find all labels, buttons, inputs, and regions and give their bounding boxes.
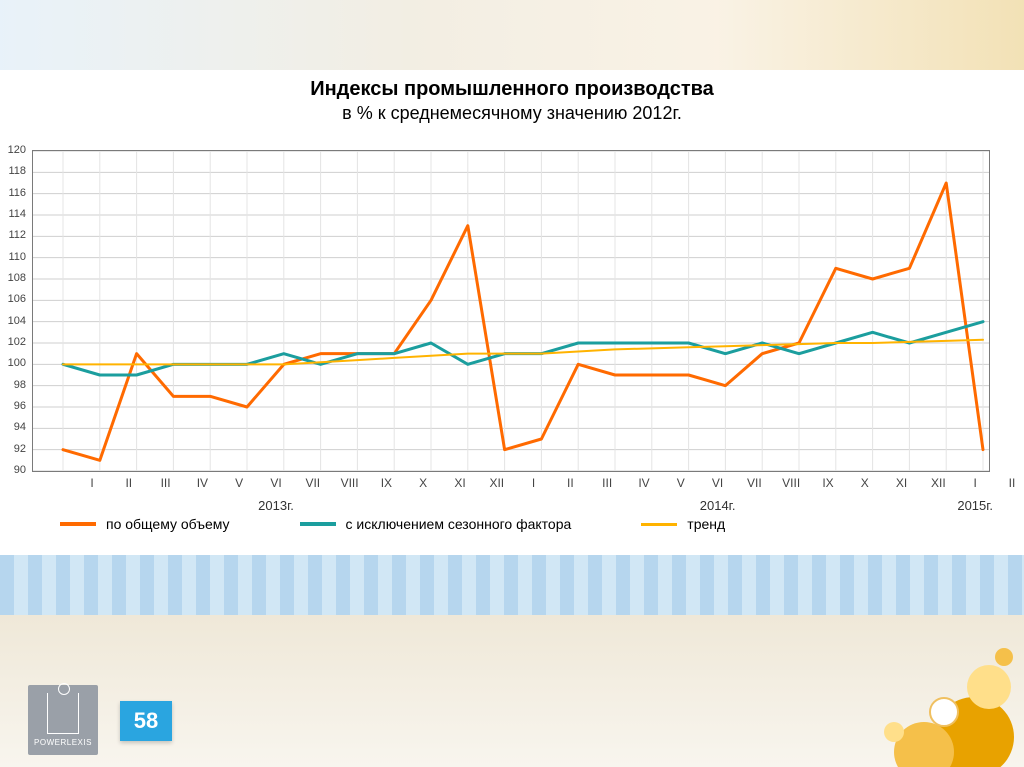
legend-swatch	[60, 522, 96, 526]
x-tick-label: XI	[450, 476, 470, 490]
x-year-label: 2014г.	[688, 498, 748, 513]
y-tick-label: 92	[14, 443, 26, 455]
y-tick-label: 102	[8, 336, 26, 348]
chart-title-sub: в % к среднемесячному значению 2012г.	[0, 103, 1024, 124]
x-tick-label: VII	[303, 476, 323, 490]
x-tick-label: I	[965, 476, 985, 490]
x-tick-label: V	[671, 476, 691, 490]
legend-swatch	[641, 523, 677, 526]
x-tick-label: II	[119, 476, 139, 490]
x-tick-label: VI	[708, 476, 728, 490]
y-tick-label: 112	[8, 229, 26, 241]
x-tick-label: I	[82, 476, 102, 490]
x-tick-label: VI	[266, 476, 286, 490]
x-tick-label: VIII	[781, 476, 801, 490]
slide-number: 58	[120, 701, 172, 741]
chart-legend: по общему объему с исключением сезонного …	[60, 516, 980, 532]
x-tick-label: II	[1002, 476, 1022, 490]
x-tick-label: IX	[376, 476, 396, 490]
y-tick-label: 116	[8, 187, 26, 199]
legend-swatch	[300, 522, 336, 526]
x-tick-label: III	[156, 476, 176, 490]
legend-label: по общему объему	[106, 516, 230, 532]
brand-logo: POWERLEXIS	[28, 685, 98, 755]
y-tick-label: 108	[8, 272, 26, 284]
y-tick-label: 100	[8, 357, 26, 369]
x-tick-label: I	[524, 476, 544, 490]
x-tick-label: XII	[487, 476, 507, 490]
y-tick-label: 110	[8, 251, 26, 263]
y-tick-label: 104	[8, 315, 26, 327]
brand-logo-icon	[47, 693, 79, 734]
x-tick-label: XI	[892, 476, 912, 490]
x-tick-label: IV	[192, 476, 212, 490]
x-tick-label: VIII	[340, 476, 360, 490]
brand-logo-text: POWERLEXIS	[34, 738, 92, 747]
chart-title-block: Индексы промышленного производства в % к…	[0, 78, 1024, 124]
x-tick-label: V	[229, 476, 249, 490]
y-axis-labels: 1201181161141121101081061041021009896949…	[0, 150, 30, 470]
y-tick-label: 120	[8, 144, 26, 156]
line-chart	[32, 150, 990, 472]
chart-title-main: Индексы промышленного производства	[0, 78, 1024, 101]
x-tick-label: XII	[928, 476, 948, 490]
footer-bubbles-icon	[824, 617, 1024, 767]
legend-label: с исключением сезонного фактора	[346, 516, 572, 532]
legend-item: с исключением сезонного фактора	[300, 516, 572, 532]
legend-item: по общему объему	[60, 516, 230, 532]
x-tick-label: IX	[818, 476, 838, 490]
slide-number-text: 58	[134, 708, 158, 734]
y-tick-label: 96	[14, 400, 26, 412]
x-year-label: 2015г.	[945, 498, 1005, 513]
x-tick-label: X	[413, 476, 433, 490]
y-tick-label: 94	[14, 421, 26, 433]
top-decorative-bar	[0, 0, 1024, 70]
x-tick-label: X	[855, 476, 875, 490]
y-tick-label: 106	[8, 293, 26, 305]
y-tick-label: 118	[8, 165, 26, 177]
x-year-label: 2013г.	[246, 498, 306, 513]
x-tick-label: III	[597, 476, 617, 490]
y-tick-label: 90	[14, 464, 26, 476]
legend-item: тренд	[641, 516, 725, 532]
x-tick-label: IV	[634, 476, 654, 490]
legend-label: тренд	[687, 516, 725, 532]
chart-svg	[33, 151, 989, 471]
footer-band-blue	[0, 555, 1024, 615]
x-tick-label: VII	[744, 476, 764, 490]
x-tick-label: II	[560, 476, 580, 490]
y-tick-label: 114	[8, 208, 26, 220]
y-tick-label: 98	[14, 379, 26, 391]
